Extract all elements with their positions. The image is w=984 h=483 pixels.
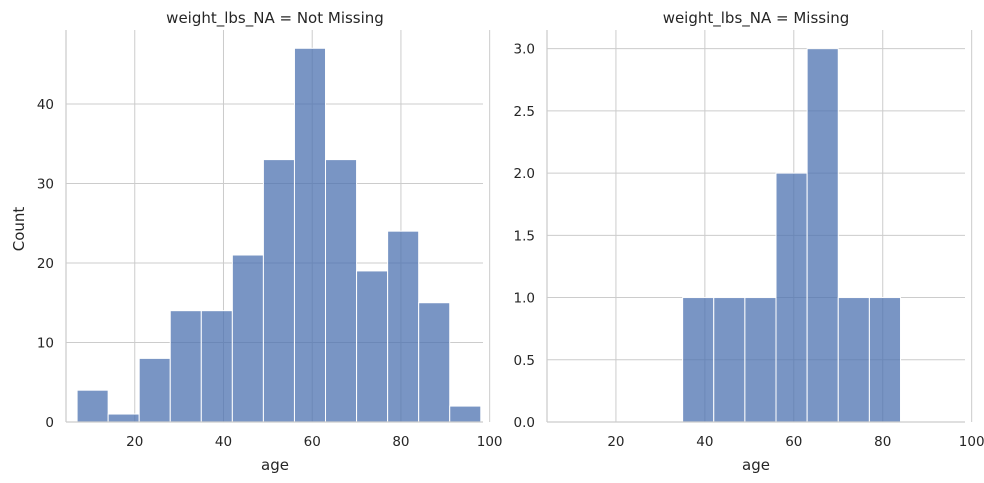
x-axis-label-missing: age <box>742 456 770 474</box>
x-tick-label: 100 <box>959 434 984 450</box>
y-tick-label: 0.5 <box>514 353 535 369</box>
histogram-bar <box>744 297 777 423</box>
y-tick-label: 2.0 <box>514 166 535 182</box>
facet-not-missing: weight_lbs_NA = Not Missing 0 10 20 30 40 20… <box>10 9 503 474</box>
histogram-bar <box>231 254 264 423</box>
histogram-bar <box>449 405 482 423</box>
facet-title-missing: weight_lbs_NA = Missing <box>663 9 850 28</box>
histogram-bar <box>837 297 870 423</box>
histogram-bar <box>325 159 358 423</box>
histogram-bar <box>356 270 389 423</box>
histogram-bar <box>293 47 327 423</box>
y-tick-label: 1.0 <box>514 291 535 307</box>
histogram-bar <box>138 357 171 423</box>
histogram-bar <box>107 413 140 423</box>
y-tick-label: 2.5 <box>514 104 535 120</box>
y-ticks-not-missing: 0 10 20 30 40 <box>37 97 54 431</box>
y-tick-label: 1.5 <box>514 228 535 244</box>
y-tick-label: 20 <box>37 256 54 272</box>
y-tick-label: 10 <box>37 335 54 351</box>
y-tick-label: 30 <box>37 176 54 192</box>
histogram-bar <box>806 48 839 423</box>
histogram-bar <box>713 297 746 423</box>
facet-title-not-missing: weight_lbs_NA = Not Missing <box>166 9 384 28</box>
histogram-bar <box>387 230 420 423</box>
histogram-bar <box>200 310 233 423</box>
x-tick-label: 20 <box>126 434 143 450</box>
x-tick-label: 80 <box>392 434 409 450</box>
facet-missing: weight_lbs_NA = Missing 0.0 0.5 1.0 1.5 2.0 2… <box>514 9 984 474</box>
x-tick-label: 60 <box>785 434 802 450</box>
histogram-bar <box>76 389 109 423</box>
bars-missing <box>682 48 902 423</box>
x-tick-label: 100 <box>477 434 503 450</box>
y-axis-label: Count <box>10 207 28 252</box>
x-tick-label: 40 <box>215 434 232 450</box>
y-tick-label: 40 <box>37 97 54 113</box>
y-ticks-missing: 0.0 0.5 1.0 1.5 2.0 2.5 3.0 <box>514 42 535 431</box>
histogram-bar <box>775 172 808 423</box>
y-tick-label: 3.0 <box>514 42 535 58</box>
x-tick-label: 20 <box>607 434 624 450</box>
x-tick-label: 60 <box>304 434 321 450</box>
y-tick-label: 0.0 <box>514 415 535 431</box>
x-axis-label-not-missing: age <box>261 456 289 474</box>
x-tick-label: 80 <box>874 434 891 450</box>
x-tick-label: 40 <box>696 434 713 450</box>
histogram-bar <box>868 297 902 423</box>
x-ticks-missing: 20 40 60 80 100 <box>607 434 984 450</box>
histogram-bar <box>418 302 451 423</box>
x-ticks-not-missing: 20 40 60 80 100 <box>126 434 502 450</box>
histogram-bar <box>262 159 295 423</box>
bars-not-missing <box>76 47 482 423</box>
y-tick-label: 0 <box>45 415 54 431</box>
histogram-bar <box>682 297 715 423</box>
histogram-bar <box>169 310 202 423</box>
